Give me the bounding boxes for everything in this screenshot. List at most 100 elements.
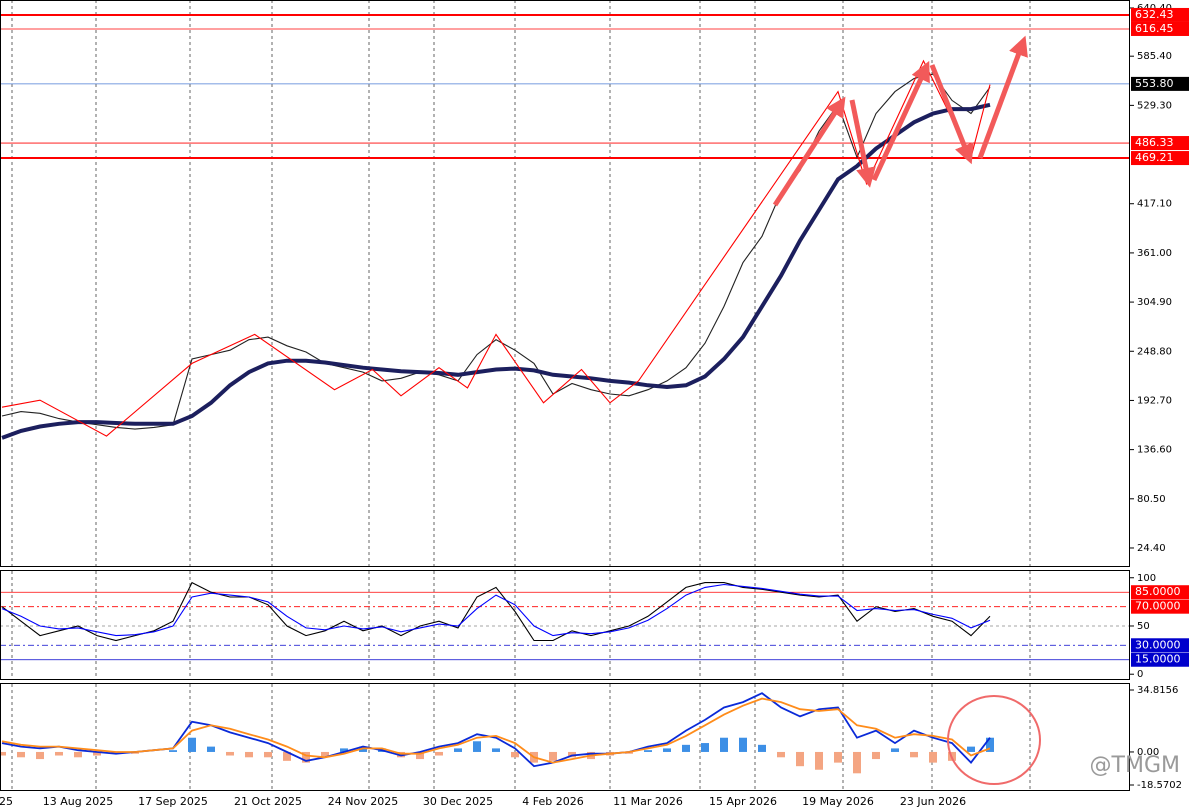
- y-tick-label: 100: [1137, 573, 1156, 584]
- histogram-bar: [872, 751, 880, 760]
- series-line: [1, 581, 991, 642]
- level-label-text: 70.0000: [1135, 600, 1181, 613]
- histogram-bar: [910, 751, 918, 758]
- trend-arrows: [772, 35, 1028, 207]
- histogram-bar: [663, 748, 671, 752]
- border: [0, 0, 1130, 567]
- level-label: 486.33: [1131, 136, 1189, 151]
- level-label: 553.80: [1131, 76, 1189, 91]
- y-tick-label: -18.5702: [1137, 780, 1182, 791]
- histogram-bar: [302, 751, 310, 763]
- y-tick-label: 0.00: [1137, 747, 1159, 758]
- level-label-bg: [1131, 151, 1189, 166]
- level-label-text: 486.33: [1135, 136, 1174, 149]
- histogram-bar: [93, 751, 101, 756]
- level-label-text: 30.0000: [1135, 638, 1181, 651]
- y-tick-label: 34.8156: [1137, 685, 1178, 696]
- histogram-bar: [644, 750, 652, 752]
- x-tick-label: 15 Apr 2026: [709, 795, 777, 808]
- level-label-bg: [1131, 638, 1189, 653]
- series-line: [1, 697, 991, 764]
- series-line: [1, 59, 991, 437]
- series-line: [1, 102, 991, 440]
- y-tick-label: 136.60: [1137, 445, 1172, 456]
- x-tick-label: 23 Jun 2026: [900, 795, 966, 808]
- histogram-bar: [834, 751, 842, 763]
- level-label: 70.0000: [1131, 599, 1189, 614]
- histogram-bar: [0, 751, 6, 756]
- y-tick-label: 304.90: [1137, 297, 1172, 308]
- level-label: 85.0000: [1131, 585, 1189, 600]
- level-label: 469.21: [1131, 151, 1189, 166]
- border: [0, 683, 1130, 791]
- level-label-bg: [1131, 21, 1189, 36]
- level-label-text: 616.45: [1135, 22, 1174, 35]
- histogram-bar: [473, 741, 481, 752]
- series-line: [1, 583, 991, 637]
- histogram-bar: [967, 746, 975, 752]
- histogram-bar: [55, 751, 63, 756]
- y-tick-label: 80.50: [1137, 494, 1166, 505]
- histogram-bar: [891, 748, 899, 752]
- histogram-bar: [226, 751, 234, 756]
- level-label-bg: [1131, 652, 1189, 667]
- histogram-bar: [435, 751, 443, 756]
- y-tick-label: 585.40: [1137, 51, 1172, 62]
- histogram-bar: [492, 748, 500, 752]
- y-tick-label: 248.80: [1137, 346, 1172, 357]
- histogram-bar: [720, 737, 728, 752]
- histogram-bar: [777, 751, 785, 758]
- x-tick-label: 25: [0, 795, 13, 808]
- histogram-bar: [169, 750, 177, 752]
- arrow: [929, 64, 974, 165]
- level-label-text: 632.43: [1135, 8, 1174, 21]
- level-label: 616.45: [1131, 21, 1189, 36]
- series-line: [1, 73, 991, 430]
- histogram-bar: [796, 751, 804, 767]
- arrow: [871, 60, 930, 182]
- histogram-bar: [758, 744, 766, 752]
- histogram-bar: [264, 751, 272, 758]
- histogram-bar: [245, 751, 253, 758]
- x-tick-label: 4 Feb 2026: [522, 795, 583, 808]
- x-tick-label: 19 May 2026: [802, 795, 874, 808]
- plot-area: [0, 0, 1130, 790]
- histogram-bar: [739, 737, 747, 752]
- y-tick-label: 192.70: [1137, 395, 1172, 406]
- level-label-bg: [1131, 599, 1189, 614]
- histogram-bar: [853, 751, 861, 774]
- level-label-text: 85.0000: [1135, 585, 1181, 598]
- histogram-bar: [188, 737, 196, 752]
- y-tick-label: 24.40: [1137, 543, 1166, 554]
- y-tick-label: 50: [1137, 621, 1150, 632]
- level-label-text: 553.80: [1135, 77, 1174, 90]
- x-tick-label: 24 Nov 2025: [328, 795, 398, 808]
- panel-borders: [0, 0, 1130, 791]
- level-label-text: 469.21: [1135, 151, 1174, 164]
- level-label-bg: [1131, 585, 1189, 600]
- histogram-bar: [17, 751, 25, 758]
- histogram-bar: [682, 744, 690, 752]
- histogram-bar: [74, 751, 82, 758]
- y-tick-label: 361.00: [1137, 248, 1172, 259]
- histogram-bar: [929, 751, 937, 763]
- highlight-circle: [947, 695, 1041, 785]
- x-tick-label: 30 Dec 2025: [423, 795, 493, 808]
- histogram-bar: [321, 751, 329, 758]
- level-label-bg: [1131, 76, 1189, 91]
- level-label-bg: [1131, 7, 1189, 22]
- x-tick-label: 17 Sep 2025: [138, 795, 208, 808]
- x-tick-label: 21 Oct 2025: [234, 795, 302, 808]
- histogram-bar: [815, 751, 823, 770]
- level-label: 30.0000: [1131, 638, 1189, 653]
- histogram-bar: [207, 746, 215, 752]
- y-tick-label: 417.10: [1137, 199, 1172, 210]
- histogram-bar: [283, 751, 291, 761]
- level-label: 15.0000: [1131, 652, 1189, 667]
- histogram-bar: [454, 748, 462, 752]
- x-tick-label: 11 Mar 2026: [613, 795, 683, 808]
- x-tick-label: 13 Aug 2025: [43, 795, 113, 808]
- y-tick-label: 0: [1137, 669, 1143, 680]
